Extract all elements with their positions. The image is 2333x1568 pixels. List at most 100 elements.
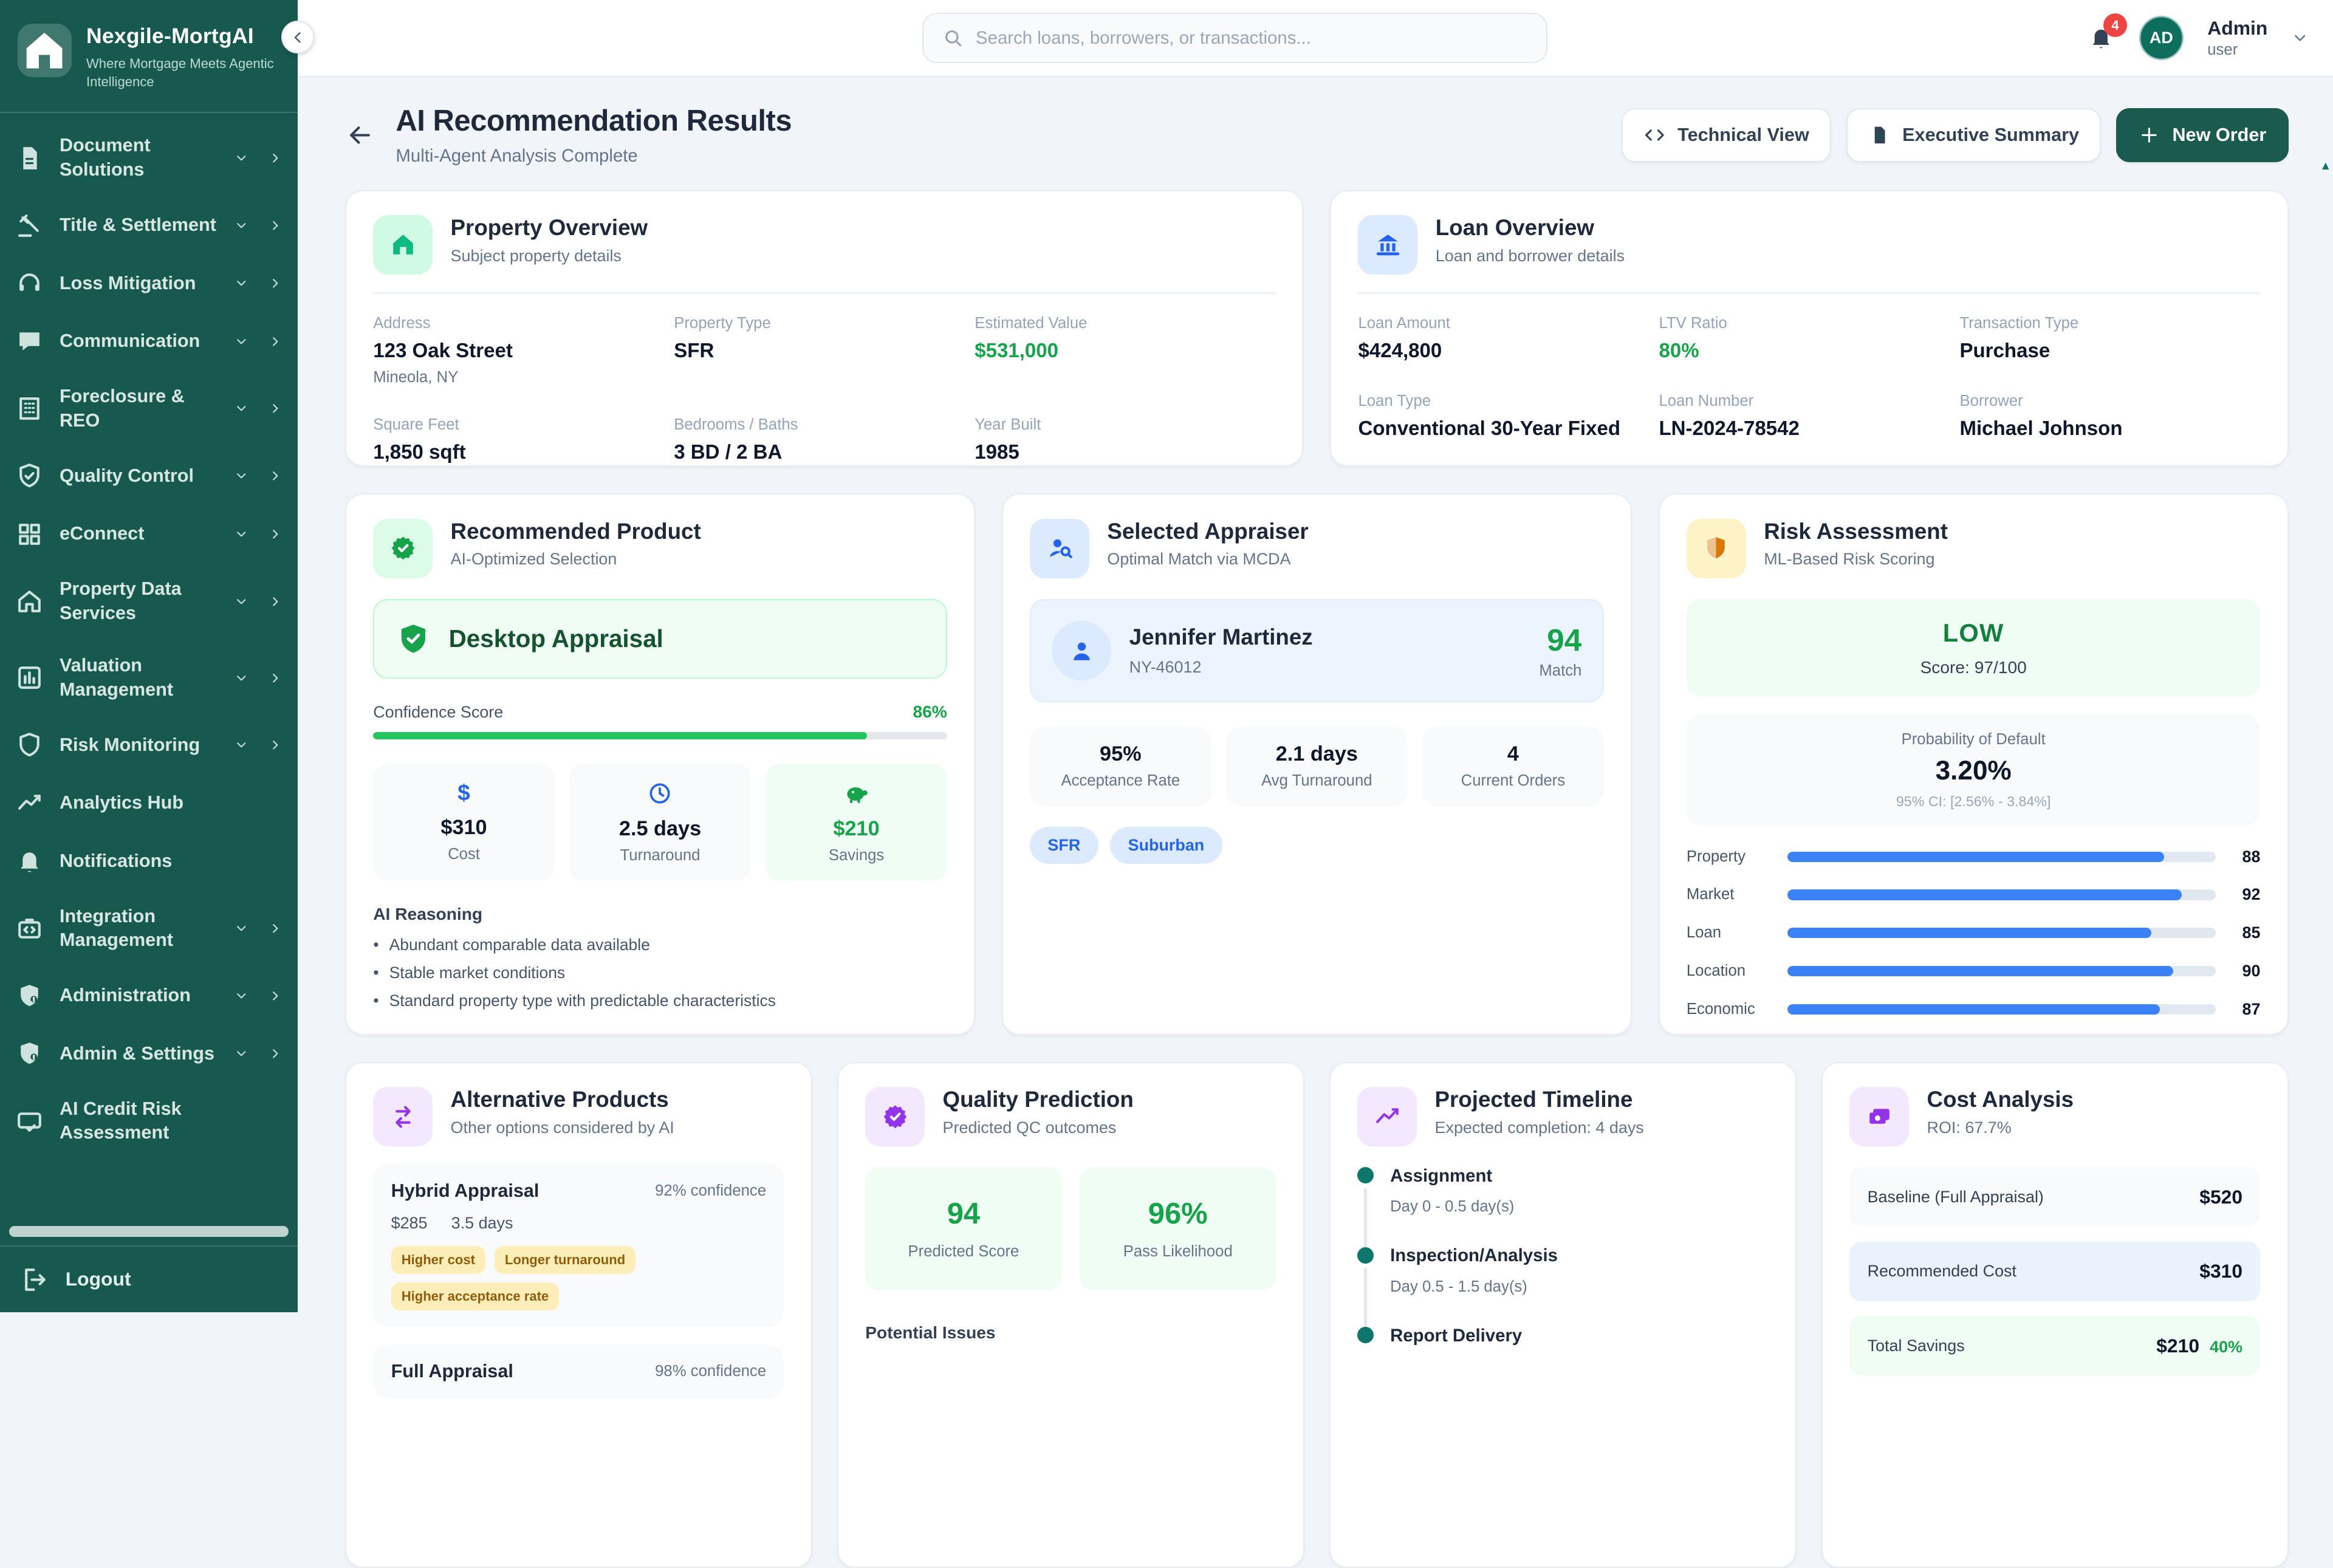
card-subtitle: AI-Optimized Selection xyxy=(450,550,617,569)
chevron-down-icon[interactable] xyxy=(234,921,248,936)
pass-likelihood-box: 96% Pass Likelihood xyxy=(1080,1167,1276,1290)
stat-acceptance-rate: 95% Acceptance Rate xyxy=(1030,726,1211,807)
chevron-right-icon[interactable] xyxy=(268,334,283,349)
alt-product-price: $285 xyxy=(391,1213,428,1232)
sidebar-item-risk-monitoring[interactable]: Risk Monitoring xyxy=(15,730,283,760)
field-loan-amount: Loan Amount $424,800 xyxy=(1358,315,1659,363)
chevron-right-icon[interactable] xyxy=(268,276,283,290)
field-borrower: Borrower Michael Johnson xyxy=(1959,392,2260,440)
chevron-down-icon[interactable] xyxy=(234,468,248,483)
field-estimated-value: Estimated Value $531,000 xyxy=(975,315,1275,386)
field-loan-type: Loan Type Conventional 30-Year Fixed xyxy=(1358,392,1659,440)
user-info: Admin user xyxy=(2207,17,2267,58)
alt-product-hybrid-appraisal: Hybrid Appraisal 92% confidence $285 3.5… xyxy=(373,1164,784,1327)
chevron-down-icon[interactable] xyxy=(234,218,248,233)
search-input[interactable] xyxy=(976,27,1529,49)
bell-icon xyxy=(15,846,44,876)
bell-icon xyxy=(2087,24,2115,52)
gavel-icon xyxy=(15,211,44,241)
field-label: Year Built xyxy=(975,416,1041,434)
money-icon xyxy=(1849,1087,1910,1147)
trend-icon xyxy=(15,789,44,818)
sidebar-item-communication[interactable]: Communication xyxy=(15,326,283,356)
executive-summary-button[interactable]: Executive Summary xyxy=(1846,108,2102,162)
grid-icon xyxy=(15,519,44,549)
chevron-down-icon[interactable] xyxy=(234,151,248,165)
timeline-dot xyxy=(1357,1327,1374,1344)
card-title: Cost Analysis xyxy=(1927,1087,2074,1112)
sidebar-item-quality-control[interactable]: Quality Control xyxy=(15,461,283,491)
field-label: Loan Amount xyxy=(1358,315,1450,332)
sidebar-scrollbar[interactable] xyxy=(9,1226,289,1237)
sidebar-item-ai-credit-risk-assessment[interactable]: AI Credit Risk Assessment xyxy=(15,1097,283,1146)
chevron-down-icon[interactable] xyxy=(2291,29,2309,47)
appraiser-banner: Jennifer Martinez NY-46012 94 Match xyxy=(1030,598,1604,703)
page-scrollbar-arrow[interactable]: ▲ xyxy=(2320,159,2332,173)
chevron-down-icon[interactable] xyxy=(234,594,248,609)
field-value: $424,800 xyxy=(1358,340,1442,363)
chevron-right-icon[interactable] xyxy=(268,671,283,685)
sidebar-item-econnect[interactable]: eConnect xyxy=(15,519,283,549)
new-order-label: New Order xyxy=(2172,125,2267,146)
sidebar-item-valuation-management[interactable]: Valuation Management xyxy=(15,654,283,702)
chevron-right-icon[interactable] xyxy=(268,738,283,752)
chevron-right-icon[interactable] xyxy=(268,151,283,165)
chevron-right-icon[interactable] xyxy=(268,988,283,1003)
chevron-down-icon[interactable] xyxy=(234,1046,248,1061)
chevron-down-icon[interactable] xyxy=(234,738,248,752)
technical-view-button[interactable]: Technical View xyxy=(1621,108,1832,162)
chevron-down-icon[interactable] xyxy=(234,527,248,541)
field-value: Purchase xyxy=(1959,340,2050,363)
chevron-right-icon[interactable] xyxy=(268,468,283,483)
chevron-right-icon[interactable] xyxy=(268,527,283,541)
sidebar-item-title-settlement[interactable]: Title & Settlement xyxy=(15,211,283,241)
sidebar-item-admin-settings[interactable]: Admin & Settings xyxy=(15,1039,283,1069)
chevron-right-icon[interactable] xyxy=(268,1046,283,1061)
global-search[interactable] xyxy=(922,13,1547,64)
main-content: ▲ AI Recommendation Results Multi-Agent … xyxy=(298,77,2333,1568)
sidebar-item-notifications[interactable]: Notifications xyxy=(15,846,283,876)
sidebar-collapse-button[interactable] xyxy=(281,21,314,54)
chat-icon xyxy=(15,326,44,356)
field-value: Conventional 30-Year Fixed xyxy=(1358,417,1621,440)
chevron-down-icon[interactable] xyxy=(234,334,248,349)
projected-timeline-card: Projected Timeline Expected completion: … xyxy=(1329,1061,1797,1568)
sidebar-item-label: Document Solutions xyxy=(59,135,151,180)
shield-check-icon xyxy=(396,621,431,657)
field-label: LTV Ratio xyxy=(1659,315,1727,332)
sidebar-item-document-solutions[interactable]: Document Solutions xyxy=(15,134,283,182)
clock-icon xyxy=(578,780,742,807)
sidebar-item-loss-mitigation[interactable]: Loss Mitigation xyxy=(15,269,283,298)
logout-button[interactable]: Logout xyxy=(21,1265,276,1295)
stat-value: 2.1 days xyxy=(1275,742,1358,766)
sidebar-item-administration[interactable]: Administration xyxy=(15,981,283,1011)
timeline-step-assignment: Assignment Day 0 - 0.5 day(s) xyxy=(1357,1166,1768,1247)
cost-row-baseline: Baseline (Full Appraisal) $520 xyxy=(1849,1167,2261,1227)
chevron-down-icon[interactable] xyxy=(234,276,248,290)
sidebar-item-integration-management[interactable]: Integration Management xyxy=(15,905,283,953)
swap-arrows-icon xyxy=(373,1087,433,1147)
chevron-right-icon[interactable] xyxy=(268,401,283,416)
confidence-bar-fill xyxy=(373,732,867,740)
card-subtitle: Expected completion: 4 days xyxy=(1434,1118,1644,1137)
chevron-down-icon[interactable] xyxy=(234,401,248,416)
sidebar-item-analytics-hub[interactable]: Analytics Hub xyxy=(15,789,283,818)
chevron-down-icon[interactable] xyxy=(234,671,248,685)
document-icon xyxy=(15,143,44,173)
sidebar-item-property-data-services[interactable]: Property Data Services xyxy=(15,577,283,626)
card-subtitle: ROI: 67.7% xyxy=(1927,1118,2012,1137)
back-button[interactable] xyxy=(345,120,375,150)
chevron-right-icon[interactable] xyxy=(268,594,283,609)
notifications-button[interactable]: 4 xyxy=(2087,13,2128,52)
sidebar-nav: Document Solutions Title & Settlement Lo… xyxy=(0,128,298,1221)
chevron-right-icon[interactable] xyxy=(268,921,283,936)
sidebar-item-foreclosure-reo[interactable]: Foreclosure & REO xyxy=(15,385,283,433)
avatar[interactable]: AD xyxy=(2139,15,2184,61)
sidebar-item-label: Notifications xyxy=(59,850,173,871)
chevron-right-icon[interactable] xyxy=(268,218,283,233)
new-order-button[interactable]: New Order xyxy=(2115,108,2289,162)
chevron-down-icon[interactable] xyxy=(234,988,248,1003)
stat-label: Avg Turnaround xyxy=(1261,772,1372,790)
card-subtitle: ML-Based Risk Scoring xyxy=(1764,550,1935,569)
stat-cost: $ $310 Cost xyxy=(373,763,555,881)
